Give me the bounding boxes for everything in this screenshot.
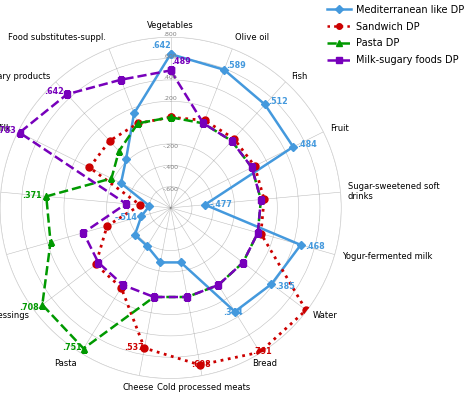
Text: .537: .537 — [124, 343, 144, 352]
Text: Cold processed meats: Cold processed meats — [157, 383, 250, 392]
Text: .698: .698 — [191, 360, 210, 369]
Text: .791: .791 — [252, 347, 272, 356]
Text: Cheese: Cheese — [122, 383, 154, 392]
Text: -.477: -.477 — [209, 200, 232, 209]
Text: .600: .600 — [164, 53, 177, 59]
Text: Sauces & dressings: Sauces & dressings — [0, 311, 28, 320]
Legend: Mediterranean like DP, Sandwich DP, Pasta DP, Milk-sugary foods DP: Mediterranean like DP, Sandwich DP, Past… — [327, 5, 465, 65]
Text: Olive oil: Olive oil — [235, 33, 269, 42]
Text: .489: .489 — [171, 57, 191, 66]
Text: .642: .642 — [151, 41, 171, 50]
Text: Vegetables: Vegetables — [147, 21, 194, 30]
Text: .783: .783 — [0, 126, 16, 135]
Text: .751: .751 — [62, 343, 82, 352]
Text: .200: .200 — [164, 96, 178, 101]
Text: .385: .385 — [275, 282, 295, 291]
Text: Sugar-sweetened soft
drinks: Sugar-sweetened soft drinks — [348, 182, 439, 201]
Text: Sugar-sugary products: Sugar-sugary products — [0, 72, 51, 81]
Text: Water: Water — [313, 311, 337, 320]
Text: Fish: Fish — [291, 72, 307, 81]
Text: .589: .589 — [226, 61, 246, 70]
Text: .371: .371 — [22, 192, 42, 200]
Text: .484: .484 — [297, 141, 317, 149]
Text: -.600: -.600 — [163, 187, 179, 192]
Text: .468: .468 — [305, 242, 325, 251]
Text: .642: .642 — [45, 87, 64, 95]
Text: .708: .708 — [19, 303, 39, 312]
Text: .400: .400 — [164, 75, 178, 80]
Text: Yogur-fermented milk: Yogur-fermented milk — [342, 252, 432, 261]
Text: Food substitutes-suppl.: Food substitutes-suppl. — [9, 33, 106, 42]
Text: -.200: -.200 — [163, 144, 179, 149]
Text: .344: .344 — [223, 308, 242, 317]
Text: Bread: Bread — [252, 359, 277, 368]
Text: -.400: -.400 — [163, 165, 179, 170]
Text: Fruit: Fruit — [330, 124, 349, 133]
Text: Pasta: Pasta — [54, 359, 77, 368]
Text: .800: .800 — [164, 32, 177, 37]
Text: -.514: -.514 — [114, 213, 137, 222]
Text: .512: .512 — [268, 97, 288, 106]
Text: Milk: Milk — [0, 124, 11, 133]
